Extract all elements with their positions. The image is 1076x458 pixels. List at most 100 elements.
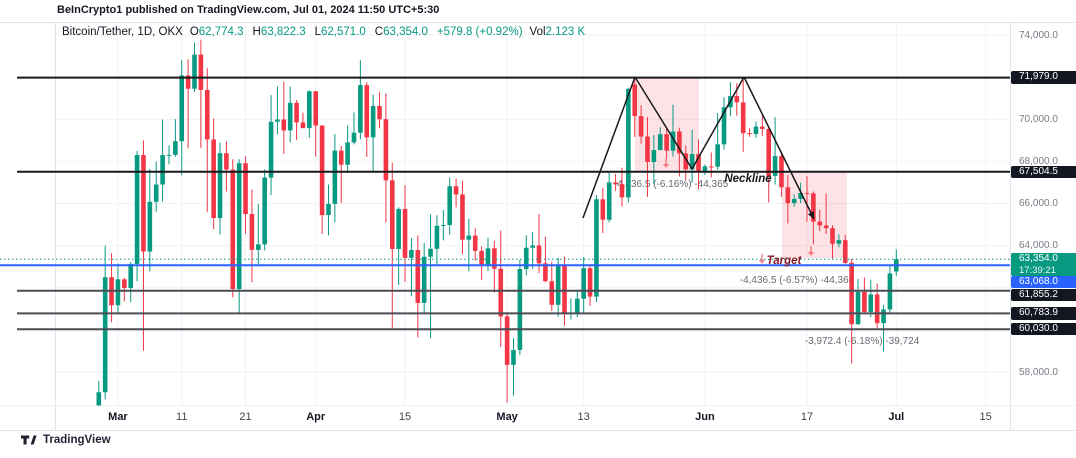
candle-body [147,201,153,252]
time-tick-label: 13 [577,411,590,423]
candle-body [626,88,631,198]
candle-body [287,102,293,131]
publisher-line: BeInCrypto1 published on TradingView.com… [57,4,440,16]
candle-body [434,225,440,249]
trendline-arrowhead [807,211,814,219]
candle-body [173,141,178,155]
price-tick-label: 58,000.0 [1019,366,1058,378]
candle-body [740,102,746,134]
tradingview-footer[interactable]: TradingView [20,433,111,446]
trendline [691,76,745,170]
legend-c: C63,354.0 [374,26,428,38]
candle-body [747,133,752,135]
tradingview-logo-icon [21,435,37,445]
candle-body [549,281,555,305]
candle-body [160,155,165,185]
time-tick-label: 15 [398,411,412,423]
candle-body [645,136,650,163]
price-tick-label: 64,000.0 [1019,240,1058,252]
candle-body [421,256,427,303]
candle-body [370,105,376,138]
legend-volume: Vol2.123 K [530,26,586,38]
candle-body [785,187,791,204]
candle-body [319,125,325,216]
candle-body [364,85,370,138]
candle-body [651,150,657,163]
candle-body [236,163,242,290]
candle-body [281,119,287,131]
candle-body [555,265,561,305]
candle-body [198,54,204,90]
candle-body [377,105,382,120]
candle-body [862,291,867,312]
candle-body [536,245,542,264]
candle-body [702,166,708,172]
candle-body [294,102,299,123]
candle-body [204,89,210,140]
candle-body [338,150,344,165]
price-badge: 60,783.9 [1011,307,1076,320]
candle-body [153,184,159,202]
candle-body [262,177,267,245]
measure-label: -4,436.5 (-6.57%) -44,365 [740,275,855,286]
candle-body [243,163,248,215]
measure-label: -3,972.4 (-6.18%) -39,724 [805,336,920,347]
candle-body [389,180,395,249]
legend-ohlc: O62,774.3 H63,822.3 L62,571.0 C63,354.0 [190,26,430,38]
candle-body [230,169,236,290]
down-arrow-icon [807,252,815,256]
price-badge: 63,354.0 17:39:21 [1011,253,1076,277]
candle-body [772,156,778,176]
candle-body [664,134,669,151]
trendline [634,76,693,170]
candle-body [632,84,638,117]
candle-body [166,154,172,156]
candle-body [600,199,606,220]
candle-body [715,144,720,167]
candle-body [332,150,338,204]
legend-h: H63,822.3 [252,26,306,38]
candle-body [345,142,350,165]
candle-body [217,153,223,219]
trendline [582,76,636,219]
time-tick-label: 15 [979,411,992,423]
candle-body [300,122,306,129]
candle-body [849,262,854,325]
symbol-legend[interactable]: Bitcoin/Tether, 1D, OKX O62,774.3 H63,822… [62,26,585,38]
symbol-name: Bitcoin/Tether, 1D, OKX [62,26,183,38]
price-tick-label: 66,000.0 [1019,198,1058,209]
candle-body [511,349,516,365]
price-badge: 71,979.0 [1011,71,1076,84]
price-tick-label: 70,000.0 [1019,113,1058,125]
time-tick-label: Jul [888,411,905,423]
candle-body [472,235,478,251]
candle-body [619,184,625,198]
candle-body [817,221,823,226]
price-badge: 67,504.5 [1011,165,1076,179]
candle-body [224,153,229,170]
candle-body [122,279,127,288]
candle-body [313,91,319,126]
price-axis-border [1010,22,1011,430]
candle-body [460,194,465,240]
header-separator [0,22,1076,23]
candle-body [670,131,676,151]
candle-body [358,85,363,133]
candle-body [638,116,644,137]
target-label: Target [767,255,803,267]
pane-left-border [55,22,56,430]
neckline-label: Neckline [724,173,772,185]
legend-o: O62,774.3 [189,26,244,38]
price-tick-label: 74,000.0 [1019,29,1058,41]
candle-body [830,228,835,244]
candle-body [185,75,191,89]
candle-body [868,294,874,312]
volume-value: 2.123 K [545,26,586,38]
candle-body [753,126,759,134]
measure-label: -4,436.5 (-6.16%) -44,365 [614,179,729,190]
candle-body [708,166,714,168]
candle-body [409,250,414,258]
candle-body [606,182,612,220]
